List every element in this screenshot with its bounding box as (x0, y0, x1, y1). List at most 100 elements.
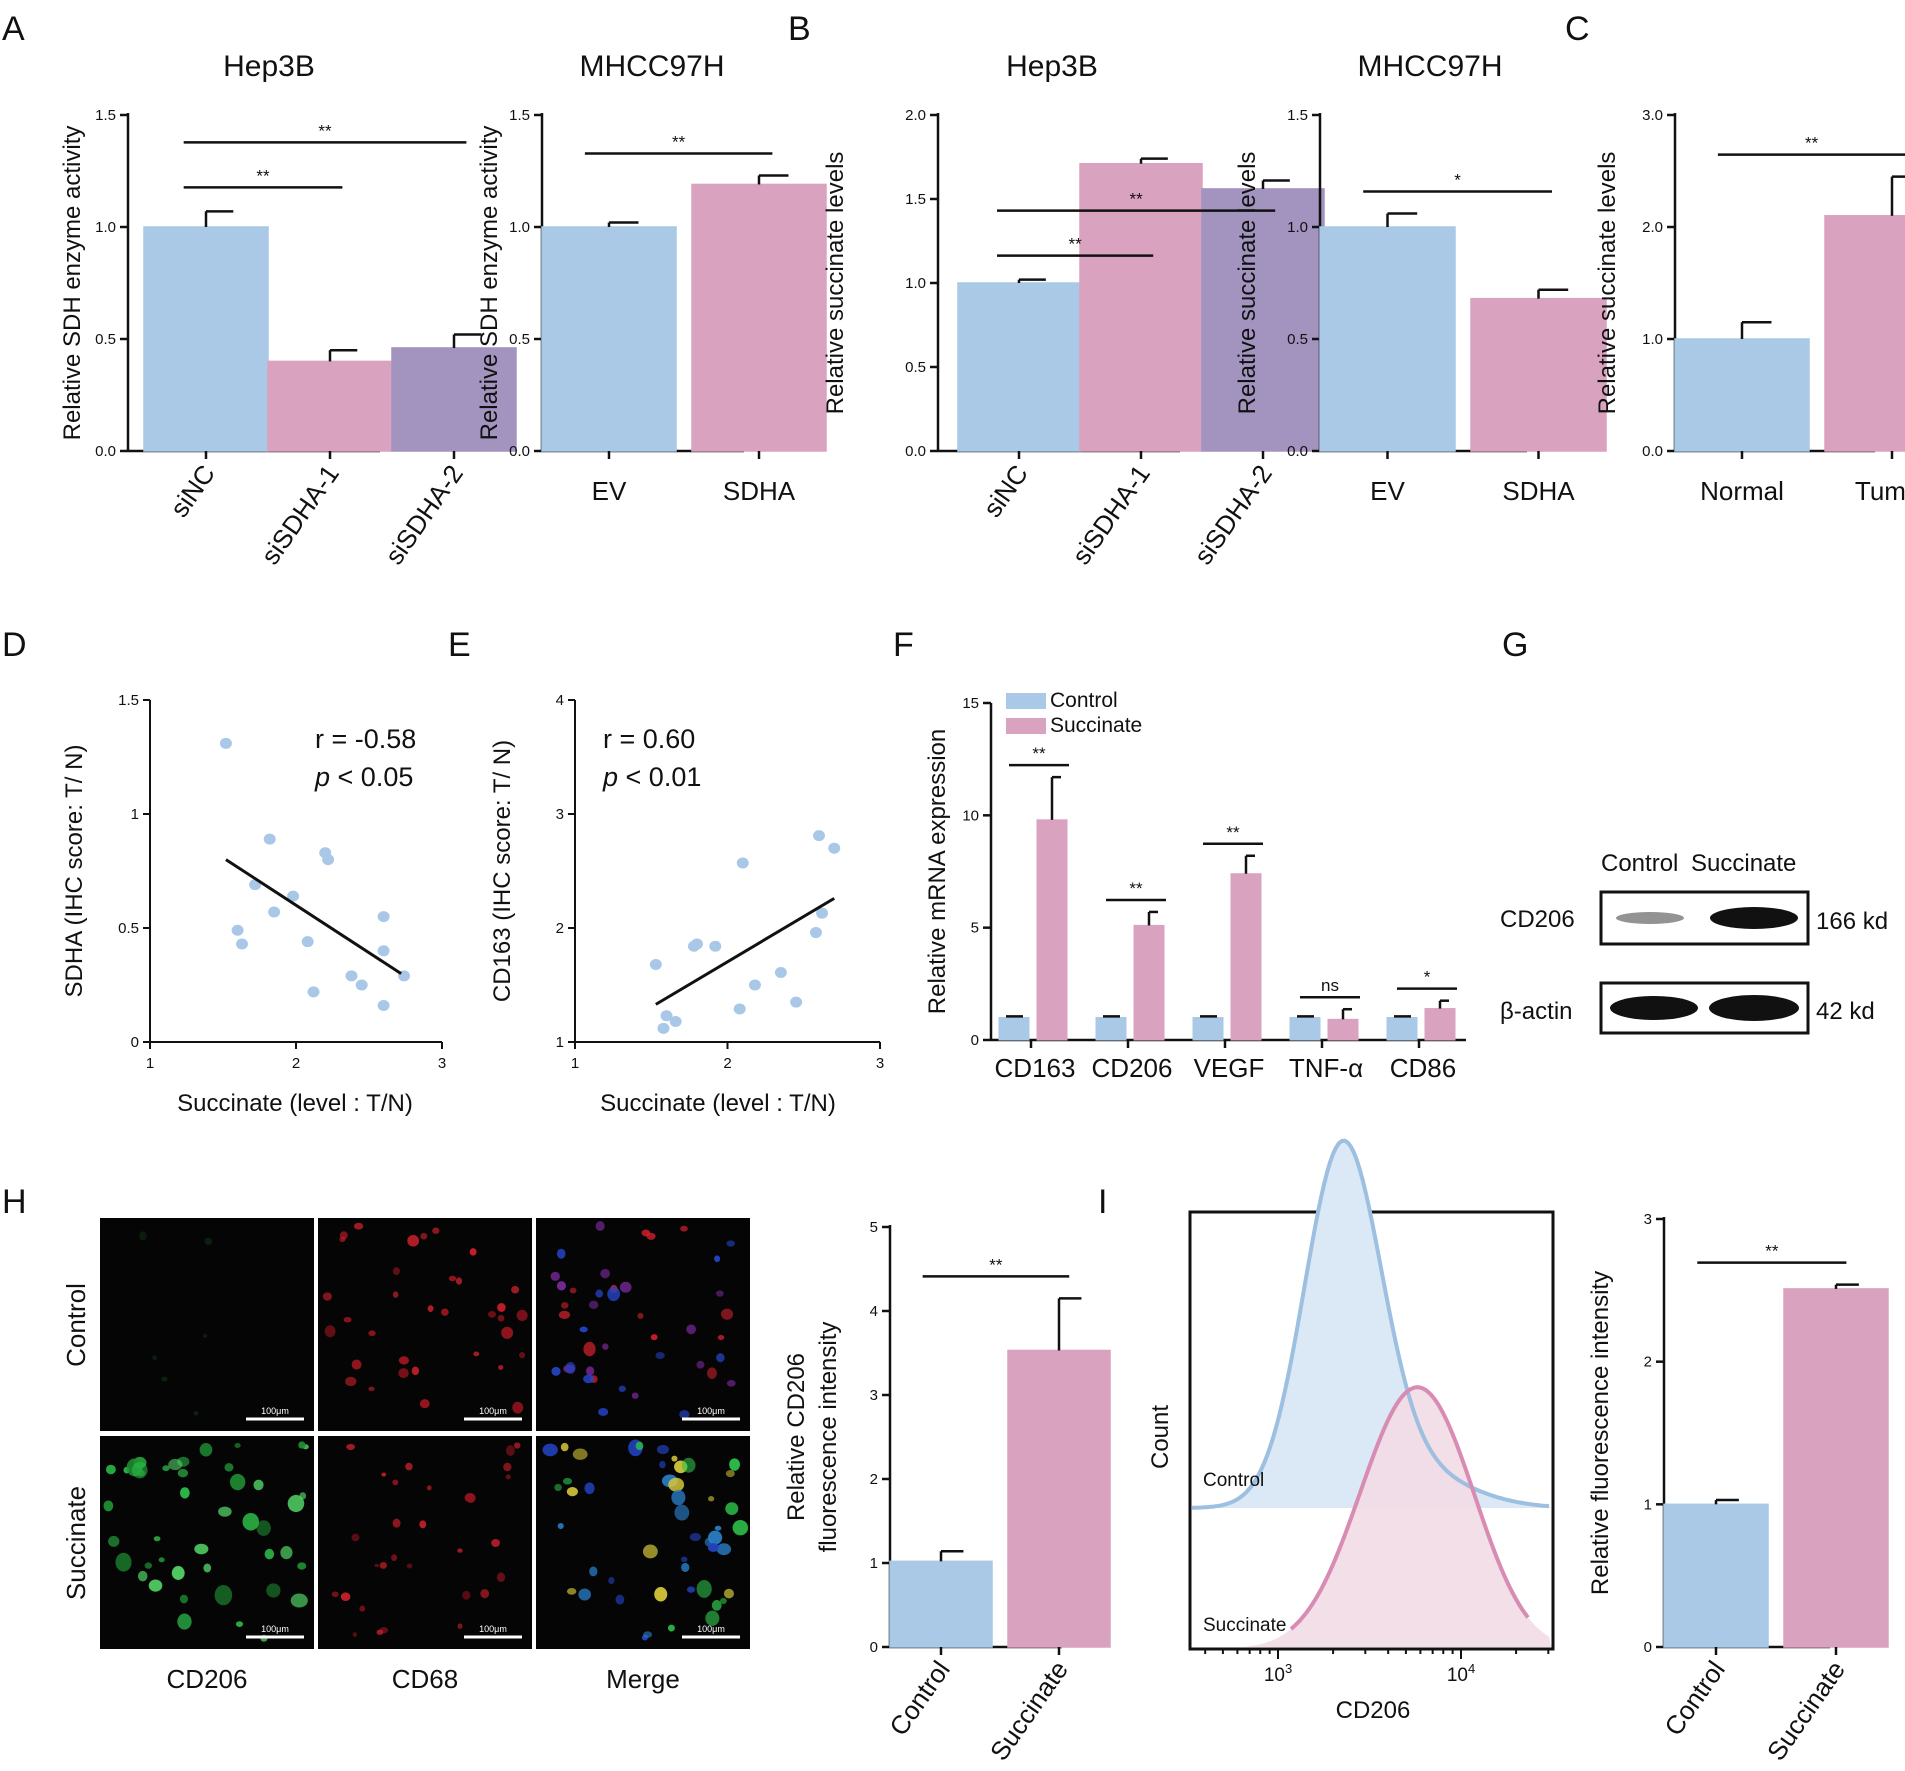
cell (595, 1289, 604, 1298)
cell (598, 1408, 609, 1416)
cell (161, 1376, 168, 1382)
B2-y-tick-label: 1.5 (1287, 107, 1308, 124)
A1-y-tick-label: 1.5 (95, 107, 116, 124)
cell (707, 1542, 720, 1552)
cell (668, 1477, 685, 1492)
cell (578, 1588, 591, 1601)
panel-label-A: A (2, 10, 25, 48)
cell (462, 1590, 471, 1600)
cell (339, 1236, 346, 1243)
F-legend-swatch-1 (1006, 718, 1046, 734)
I-y-tick-label: 2 (1644, 1354, 1652, 1371)
chart-I-fluorescence-intensity: 0 1 2 3 Control Succinate ** Relative fluoresce… (1587, 1211, 1889, 1766)
B1-category-1: siSDHA-1 (1066, 459, 1156, 570)
blot-lane-control: Control (1601, 850, 1678, 877)
H-category-0: Control (883, 1655, 956, 1741)
H-y-tick-label: 1 (870, 1555, 878, 1572)
cell (374, 1563, 380, 1568)
flow-tick-label-1e4: 104 (1447, 1661, 1475, 1686)
B1-sig-label-0: ** (1069, 235, 1083, 254)
blot-band-cd206-control (1616, 912, 1684, 924)
cell (148, 1579, 163, 1592)
flow-succinate-curve (1289, 1385, 1530, 1631)
E-annotation-p: p < 0.01 (602, 762, 701, 792)
E-annotation-p-italic: p (602, 762, 618, 792)
cell (717, 1334, 725, 1340)
cell (229, 1473, 246, 1491)
E-point-11 (790, 996, 803, 1008)
cell (680, 1225, 688, 1232)
cell (602, 1343, 609, 1350)
cell (214, 1585, 233, 1606)
cell (716, 1290, 724, 1297)
cell (137, 1570, 148, 1582)
cell (655, 1352, 665, 1360)
chart-B2-mhcc97h-succinate: 0.0 0.5 1.0 1.5 EV SDHA * MHCC97H Relative succi… (1234, 50, 1607, 506)
cell (607, 1286, 621, 1302)
flow-tick-label-1e3: 103 (1264, 1661, 1292, 1686)
cell (177, 1613, 192, 1630)
B2-title: MHCC97H (1357, 50, 1502, 83)
H-bar-0 (889, 1560, 993, 1648)
C-category-0: Normal (1700, 476, 1784, 506)
E-y-tick-label: 2 (556, 920, 564, 937)
cell (588, 1300, 599, 1309)
cell (171, 1566, 185, 1580)
panel-label-F: F (893, 626, 914, 664)
A2-category-1: SDHA (723, 476, 796, 506)
A1-y-tick-label: 1.0 (95, 219, 116, 236)
cell (656, 1444, 669, 1455)
chart-E-cd163-scatter: 1 2 3 4 1 2 3 r = 0.60 p < 0.01 Succinate (level … (489, 692, 884, 1117)
E-point-12 (809, 927, 822, 939)
blot-label-cd206: CD206 (1500, 906, 1575, 933)
cell (353, 1222, 364, 1230)
A1-bar-1 (267, 360, 393, 452)
cell (331, 1591, 339, 1598)
cell (708, 1496, 715, 1502)
B1-y-tick-label: 1.5 (905, 191, 926, 208)
cell (179, 1487, 190, 1499)
flow-histogram: Control Succinate Count CD206 103 104 (1147, 1138, 1555, 1724)
F-category-3: TNF-α (1289, 1053, 1363, 1083)
cell (480, 1589, 490, 1599)
cell (297, 1562, 307, 1570)
cell (615, 1594, 625, 1605)
E-point-14 (816, 907, 829, 919)
cell (290, 1593, 308, 1608)
C-sig-label-0: ** (1805, 134, 1819, 153)
flow-succinate-fill (1192, 1387, 1551, 1647)
cell (242, 1512, 260, 1531)
cell (473, 1351, 480, 1357)
B2-y-tick-label: 0.5 (1287, 331, 1308, 348)
cell (376, 1629, 384, 1635)
cell (642, 1544, 658, 1559)
F-y-tick-label: 0 (971, 1032, 979, 1049)
cell (345, 1376, 357, 1387)
cell (368, 1386, 375, 1392)
E-point-5 (691, 938, 703, 950)
B1-bar-0 (957, 282, 1081, 452)
E-annotation-r: r = 0.60 (603, 724, 695, 754)
I-bar-0 (1663, 1503, 1769, 1648)
D-x-tick-label: 2 (292, 1055, 300, 1072)
blot-size-166kd: 166 kd (1816, 908, 1888, 935)
A1-sig-label-0: ** (256, 166, 270, 185)
F-sig-label-4: * (1424, 968, 1431, 987)
cell (671, 1489, 686, 1506)
F-bar-succinate-1 (1133, 924, 1165, 1041)
cell (565, 1361, 576, 1374)
F-sig-label-1: ** (1129, 879, 1143, 898)
cell (457, 1623, 463, 1629)
H-bar-1 (1007, 1349, 1111, 1648)
I-y-tick-label: 1 (1644, 1496, 1652, 1513)
cell (726, 1380, 736, 1387)
cell (405, 1462, 413, 1471)
E-y-tick-label: 4 (556, 692, 564, 709)
cell (711, 1600, 722, 1611)
chart-H-cd206-fluorescence: 0 1 2 3 4 5 Control Succinate ** Relative CD206 fl… (783, 1219, 1111, 1766)
cell (426, 1485, 432, 1491)
cell (503, 1462, 512, 1472)
B2-category-1: SDHA (1502, 476, 1575, 506)
E-x-tick-label: 2 (723, 1055, 731, 1072)
